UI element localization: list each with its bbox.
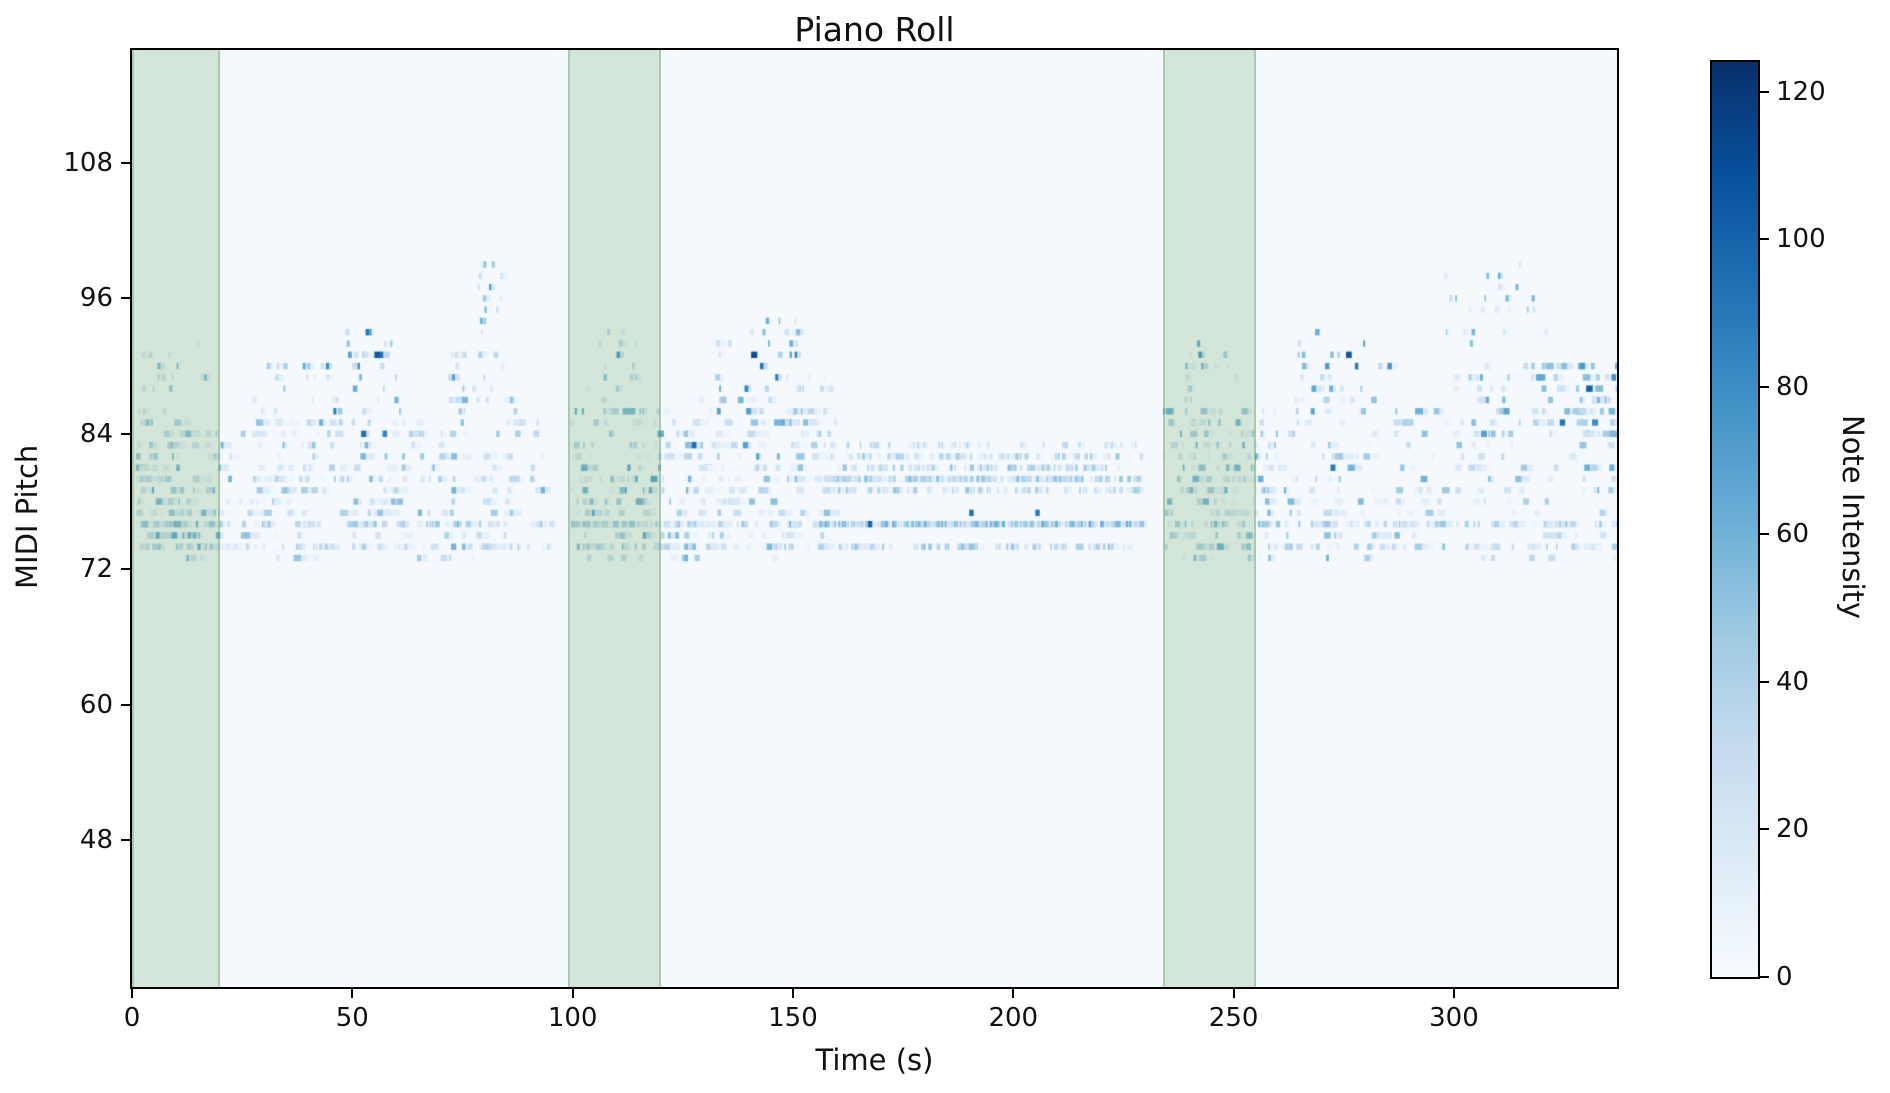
colorbar-tick-mark xyxy=(1760,533,1769,536)
x-tick-mark xyxy=(1452,989,1455,998)
piano-roll-heatmap xyxy=(132,50,1617,987)
y-tick-label: 108 xyxy=(63,147,113,178)
colorbar-tick-label: 100 xyxy=(1776,224,1826,255)
colorbar-label: Note Intensity xyxy=(1836,415,1870,620)
x-tick-label: 150 xyxy=(768,1003,818,1033)
x-tick-label: 200 xyxy=(988,1003,1039,1033)
y-tick-label: 48 xyxy=(79,825,113,856)
x-tick-mark xyxy=(131,989,133,998)
colorbar-tick-mark xyxy=(1760,976,1769,978)
y-tick-label: 96 xyxy=(79,283,113,314)
y-tick-mark xyxy=(121,568,130,571)
colorbar-tick-label: 0 xyxy=(1776,962,1793,992)
y-tick-mark xyxy=(121,432,130,435)
x-tick-mark xyxy=(1012,989,1015,998)
x-tick-mark xyxy=(1232,989,1235,998)
colorbar-tick-mark xyxy=(1760,680,1769,683)
x-tick-mark xyxy=(791,989,794,998)
colorbar-tick-label: 60 xyxy=(1776,519,1810,550)
y-tick-mark xyxy=(121,703,130,706)
x-tick-mark xyxy=(571,989,574,998)
x-tick-mark xyxy=(351,989,354,998)
y-tick-mark xyxy=(121,297,130,300)
colorbar-tick-label: 40 xyxy=(1776,666,1810,697)
colorbar-tick-label: 20 xyxy=(1776,814,1810,845)
colorbar-tick-mark xyxy=(1760,238,1769,241)
y-axis-label: MIDI Pitch xyxy=(10,444,44,589)
colorbar xyxy=(1710,60,1760,979)
colorbar-tick-label: 120 xyxy=(1776,76,1826,107)
y-tick-mark xyxy=(121,839,130,842)
x-axis-label: Time (s) xyxy=(815,1043,934,1077)
x-tick-label: 0 xyxy=(123,1003,141,1033)
colorbar-tick-mark xyxy=(1760,90,1769,93)
y-tick-label: 72 xyxy=(79,554,113,585)
plot-title: Piano Roll xyxy=(794,10,955,49)
y-tick-label: 60 xyxy=(79,689,113,720)
colorbar-gradient xyxy=(1712,62,1758,977)
x-tick-label: 100 xyxy=(547,1003,598,1033)
x-tick-label: 300 xyxy=(1429,1003,1479,1033)
colorbar-tick-label: 80 xyxy=(1776,371,1810,402)
colorbar-tick-mark xyxy=(1760,385,1769,388)
plot-area xyxy=(130,48,1619,989)
x-tick-label: 250 xyxy=(1208,1003,1259,1033)
y-tick-label: 84 xyxy=(79,418,113,449)
colorbar-tick-mark xyxy=(1760,828,1769,831)
x-tick-label: 50 xyxy=(335,1003,369,1033)
y-tick-mark xyxy=(121,161,130,164)
